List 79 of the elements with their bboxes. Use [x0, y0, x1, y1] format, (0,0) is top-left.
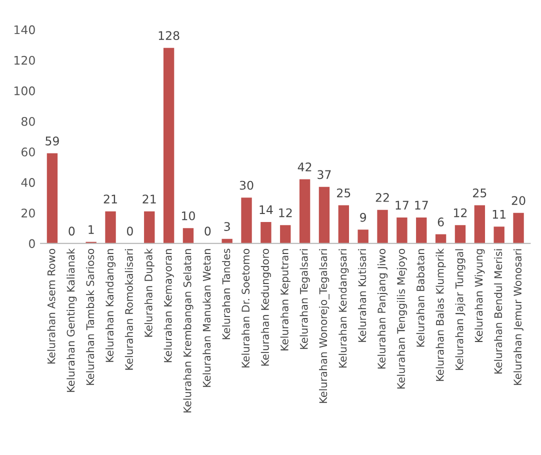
x-tick-label: Kelurahan Tandes: [222, 248, 230, 340]
y-tick-label: 140: [14, 25, 35, 34]
data-label: 14: [260, 205, 273, 214]
bar: [454, 225, 466, 244]
data-label: 10: [182, 211, 195, 220]
x-tick-label: Kelurahan Wiyung: [474, 249, 485, 342]
y-tick-label: 80: [21, 116, 35, 126]
x-tick-label: Kelurahan Panjang Jiwo: [377, 248, 388, 368]
bar: [474, 205, 486, 244]
data-label: 25: [337, 188, 350, 198]
data-label: 1: [88, 225, 94, 234]
x-tick-label: Kelurahan Romokalisari: [124, 249, 133, 370]
bar: [338, 205, 350, 244]
data-label: 128: [158, 31, 180, 40]
bar: [377, 210, 388, 244]
bar: [222, 238, 232, 244]
x-tick-label: Kelurahan Keputran: [280, 249, 290, 350]
bar: [299, 179, 310, 244]
bar: [105, 211, 116, 244]
data-label: 17: [415, 200, 428, 210]
data-label: 0: [126, 226, 133, 236]
bar: [318, 186, 330, 244]
x-tick-label: Kelurahan Kedungdoro: [260, 248, 271, 366]
x-tick-label: Kelurahan Tenggilis Mejoyo: [396, 248, 407, 388]
data-label: 12: [454, 208, 467, 218]
bar: [280, 225, 291, 244]
x-tick-label: Kelurahan Asem Rowo: [47, 248, 56, 364]
data-label: 0: [204, 226, 211, 236]
bar: [260, 222, 272, 244]
data-label: 37: [318, 170, 331, 180]
data-label: 59: [46, 136, 59, 146]
x-tick-label: Kelurahan Dupak: [144, 248, 154, 337]
x-tick-label: Kelurahan Dr. Soetomo: [241, 248, 250, 368]
y-tick-label: 40: [21, 178, 35, 187]
y-tick-label: 100: [14, 86, 35, 96]
bar: [144, 211, 155, 244]
data-label: 22: [376, 193, 389, 202]
data-label: 21: [104, 194, 117, 204]
bar: [358, 230, 368, 244]
x-tick-label: Kelurahan Tambak Sarioso: [86, 248, 94, 385]
x-tick-label: Kelurahan Tegalsari: [300, 249, 310, 349]
data-label: 11: [492, 210, 506, 219]
x-tick-label: Kelurahan Kemayoran: [164, 249, 174, 362]
bar: [241, 198, 252, 244]
bar: [494, 226, 504, 244]
data-label: 9: [360, 212, 366, 222]
data-label: 21: [142, 194, 156, 204]
x-tick-label: Kelurahan Manukan Wetan: [202, 249, 211, 387]
data-label: 25: [473, 188, 486, 198]
data-label: 17: [396, 200, 408, 210]
bar: [182, 228, 194, 244]
x-tick-label: Kelurahan Kendangsari: [338, 249, 349, 368]
data-label: 42: [298, 162, 312, 172]
data-label: 30: [240, 180, 254, 190]
x-tick-label: Kelurahan Wonorejo_Tegalsari: [319, 249, 330, 403]
x-tick-label: Kelurahan Kutisari: [358, 249, 366, 342]
x-tick-label: Kelurahan Genting Kalianak: [66, 248, 77, 392]
bar: [46, 153, 58, 244]
bar: [513, 212, 524, 244]
data-label: 0: [68, 226, 75, 236]
bar: [396, 217, 408, 244]
x-tick-label: Kelurahan Babatan: [416, 249, 424, 347]
bar: [435, 234, 446, 244]
x-tick-label: Kelurahan Krembangan Selatan: [183, 249, 194, 412]
y-tick-label: 0: [28, 239, 35, 248]
bar: [163, 48, 174, 244]
data-label: 3: [224, 222, 230, 231]
data-label: 20: [512, 196, 526, 206]
y-tick-label: 120: [14, 56, 35, 65]
x-tick-label: Kelurahan Balas Klumprik: [436, 248, 446, 381]
bar: [416, 217, 427, 244]
y-tick-label: 60: [22, 148, 35, 156]
y-tick-label: 20: [22, 208, 35, 218]
data-label: 12: [279, 208, 292, 218]
x-tick-label: Kelurahan Kandangan: [105, 249, 116, 362]
x-tick-label: Kelurahan Bendul Merisi: [494, 249, 502, 374]
x-tick-label: Kelurahan Jajar Tunggal: [455, 249, 466, 370]
data-label: 6: [438, 217, 444, 226]
x-tick-label: Kelurahan Jemur Wonosari: [513, 249, 524, 385]
